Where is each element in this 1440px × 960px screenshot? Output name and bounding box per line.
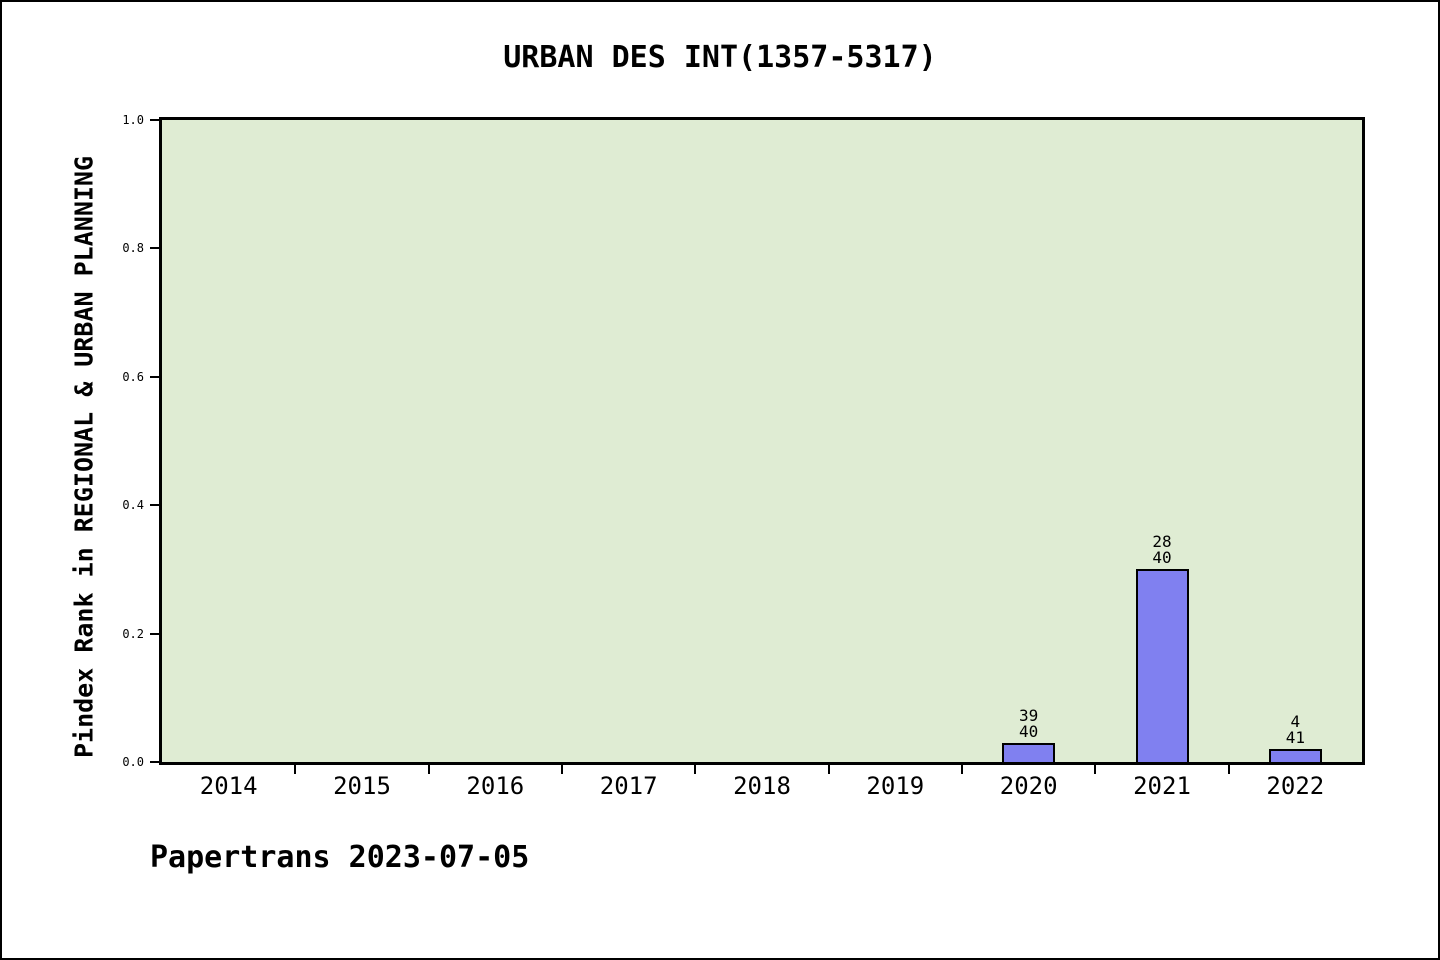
x-axis-tick xyxy=(294,765,297,774)
bar-value-label: 39 40 xyxy=(1019,705,1039,741)
bar-2021 xyxy=(1135,569,1189,762)
y-axis-tick-label: 0.6 xyxy=(122,369,144,384)
y-axis-tick xyxy=(150,247,159,250)
x-axis-tick-label: 2014 xyxy=(199,772,258,800)
x-axis-tick xyxy=(827,765,830,774)
y-axis-tick-label: 1.0 xyxy=(122,113,144,127)
x-axis-tick-label: 2022 xyxy=(1266,772,1325,800)
footer-watermark: Papertrans 2023-07-05 xyxy=(150,840,530,875)
bar-value-label: 4 41 xyxy=(1285,712,1305,748)
x-axis-tick-label: 2015 xyxy=(333,772,391,800)
y-axis-tick xyxy=(150,119,159,121)
y-axis-label: Pindex Rank in REGIONAL & URBAN PLANNING xyxy=(69,155,99,759)
bar-2020 xyxy=(1002,742,1056,762)
x-axis-tick-label: 2021 xyxy=(1133,772,1191,800)
y-axis-tick xyxy=(150,761,159,763)
bar-2022 xyxy=(1268,749,1322,762)
x-axis-tick-label: 2019 xyxy=(866,772,925,800)
x-axis-tick xyxy=(1227,765,1230,774)
x-axis-tick xyxy=(561,765,563,774)
y-axis-tick xyxy=(150,632,159,635)
y-axis-tick-label: 0.8 xyxy=(122,241,144,256)
y-axis-tick xyxy=(150,375,159,378)
x-axis-tick xyxy=(694,765,697,774)
x-axis-tick xyxy=(961,765,963,774)
y-axis-tick xyxy=(150,504,159,507)
chart-title: URBAN DES INT(1357-5317) xyxy=(503,40,937,75)
bar-value-label: 28 40 xyxy=(1152,532,1172,568)
x-axis-tick-label: 2020 xyxy=(999,772,1058,800)
y-axis-tick-label: 0.0 xyxy=(122,755,144,769)
x-axis-tick-label: 2018 xyxy=(733,772,791,800)
plot-area: 0.0 0.2 0.4 0.6 0.8 1.0 2014 2015 2016 2017 2018 20… xyxy=(122,113,1362,800)
x-axis-tick xyxy=(1094,765,1097,774)
y-axis-tick-label: 0.2 xyxy=(122,626,144,641)
x-axis-tick xyxy=(427,765,430,774)
y-axis-tick-label: 0.4 xyxy=(122,498,144,513)
x-axis-tick-label: 2016 xyxy=(466,772,525,800)
x-axis-tick-label: 2017 xyxy=(599,772,658,800)
